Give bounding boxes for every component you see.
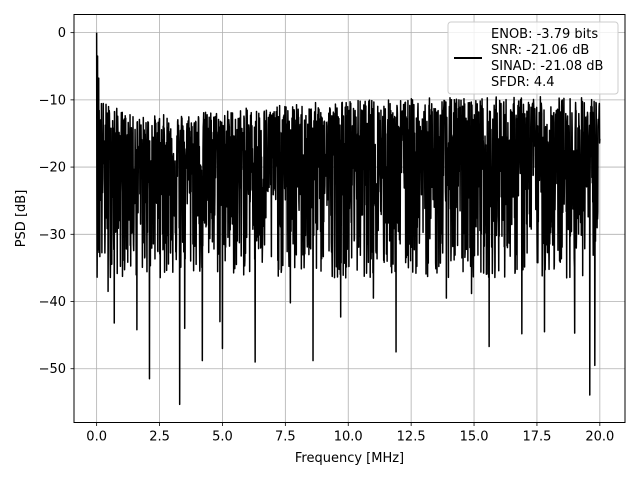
x-tick-label: 17.5 [522,430,551,445]
tick-marks [70,32,601,426]
y-tick-label: 0 [58,26,66,41]
legend-line-sinad: SINAD: -21.08 dB [491,59,603,74]
legend-line-snr: SNR: -21.06 dB [491,43,589,58]
y-tick-label: −50 [39,362,66,377]
psd-series-line [95,32,601,406]
legend: ENOB: -3.79 bits SNR: -21.06 dB SINAD: -… [447,21,619,95]
legend-line-sfdr: SFDR: 4.4 [491,75,555,90]
x-axis-title: Frequency [MHz] [295,451,404,466]
x-tick-label: 12.5 [397,430,426,445]
x-tick-label: 15.0 [460,430,489,445]
x-tick-label: 20.0 [585,430,614,445]
legend-box [447,21,619,95]
legend-text: ENOB: -3.79 bits SNR: -21.06 dB SINAD: -… [491,27,608,90]
x-tick-label: 7.5 [275,430,296,445]
y-tick-label: −40 [39,295,66,310]
y-tick-label: −20 [39,161,66,176]
series-layer [95,32,601,406]
x-tick-label: 0.0 [86,430,107,445]
tick-labels: 0.0 2.5 5.0 7.5 10.0 12.5 15.0 17.5 20.0 0 −10 −20 −… [39,26,615,444]
x-tick-label: 2.5 [149,430,170,445]
y-axis-title: PSD [dB] [14,190,29,248]
plot-frame [73,14,626,423]
y-tick-label: −30 [39,228,66,243]
y-tick-label: −10 [39,93,66,108]
x-tick-label: 5.0 [212,430,233,445]
legend-line-enob: ENOB: -3.79 bits [491,27,598,42]
x-tick-label: 10.0 [334,430,363,445]
